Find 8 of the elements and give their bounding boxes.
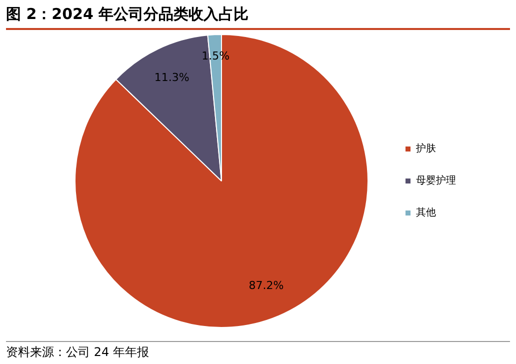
legend-label: 护肤 xyxy=(415,142,436,155)
legend-label: 其他 xyxy=(416,206,436,219)
data-label: 87.2% xyxy=(248,279,284,292)
chart-title: 图 2：2024 年公司分品类收入占比 xyxy=(6,5,249,24)
text: 资料来源：公司 24 年年报 xyxy=(6,344,149,361)
legend-label: 母婴护理 xyxy=(416,174,456,187)
data-label: 1.5% xyxy=(202,49,230,62)
data-label: 11.3% xyxy=(154,70,190,84)
